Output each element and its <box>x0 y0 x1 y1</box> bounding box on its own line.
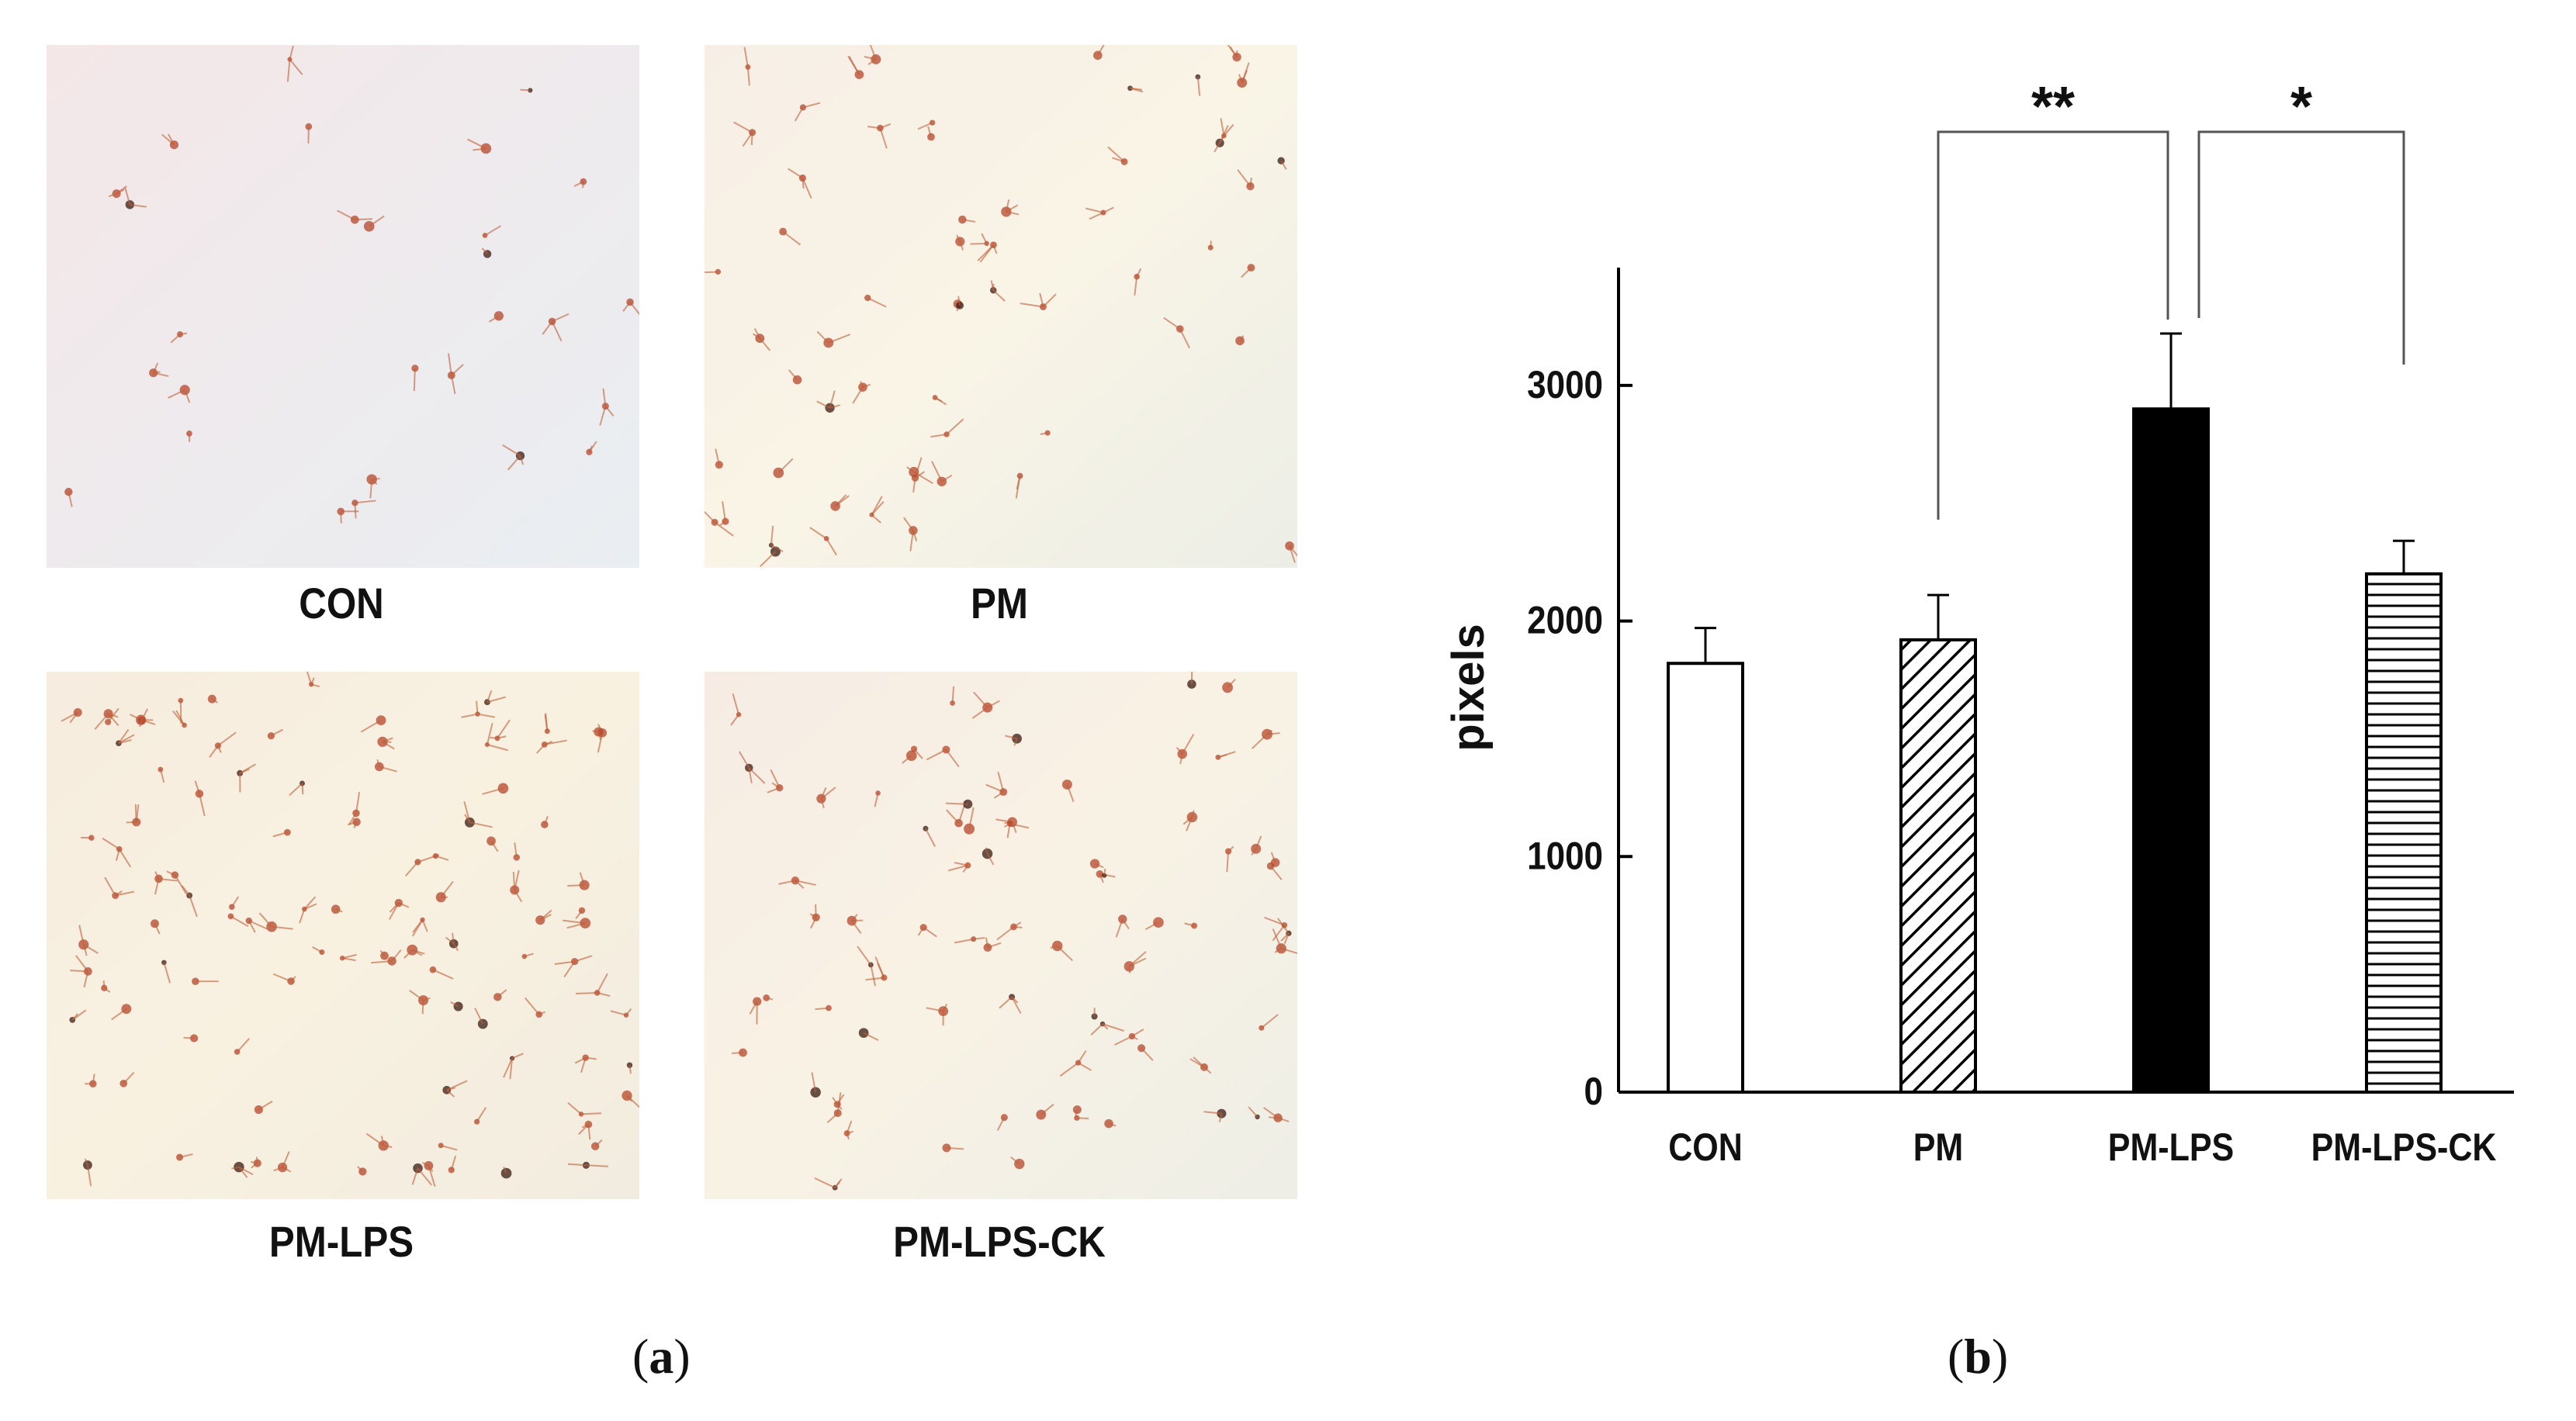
bar-chart: 0 1000 2000 3000 pixels CON PM PM-LPS PM-LPS-CK *… <box>1443 76 2514 1169</box>
micrograph-pm-lps <box>47 672 639 1199</box>
x-tick-label: PM-LPS <box>2108 1125 2234 1169</box>
micrograph-label-pm-lps: PM-LPS <box>268 1217 414 1266</box>
micrograph-label-pm-lps-ck: PM-LPS-CK <box>893 1217 1106 1266</box>
bar-pm-lps-ck <box>2365 572 2443 1094</box>
y-tick-label: 3000 <box>1527 362 1603 406</box>
y-axis-label: pixels <box>1443 624 1494 751</box>
micrograph-con <box>47 45 639 568</box>
y-tick-label: 0 <box>1584 1069 1603 1112</box>
significance-bracket <box>1937 130 2169 520</box>
x-tick-label: PM-LPS-CK <box>2311 1125 2497 1169</box>
panel-letter-a-text: a <box>649 1329 674 1384</box>
panel-letter-b-text: b <box>1964 1329 1992 1384</box>
micrograph-pm-lps-ck-image <box>705 672 1297 1199</box>
panel-letter-a: (a) <box>632 1329 691 1384</box>
bar-pm <box>1899 638 1977 1094</box>
bar-con <box>1667 662 1744 1094</box>
panel-letter-b: (b) <box>1948 1329 2009 1384</box>
micrograph-con-image <box>47 45 639 568</box>
micrograph-label-con: CON <box>299 579 384 628</box>
micrograph-pm-lps-image <box>47 672 639 1199</box>
micrograph-pm <box>705 45 1297 568</box>
bar-pm-lps <box>2132 407 2210 1094</box>
significance-label: * <box>2290 76 2312 138</box>
significance-label: ** <box>2031 76 2075 138</box>
y-tick-label: 2000 <box>1527 598 1603 641</box>
significance-bracket <box>2197 130 2405 365</box>
y-tick-label: 1000 <box>1527 834 1603 877</box>
x-tick-label: PM <box>1913 1125 1963 1169</box>
micrograph-label-pm: PM <box>971 579 1028 628</box>
micrograph-pm-image <box>705 45 1297 568</box>
x-tick-label: CON <box>1668 1125 1743 1169</box>
micrograph-pm-lps-ck <box>705 672 1297 1199</box>
